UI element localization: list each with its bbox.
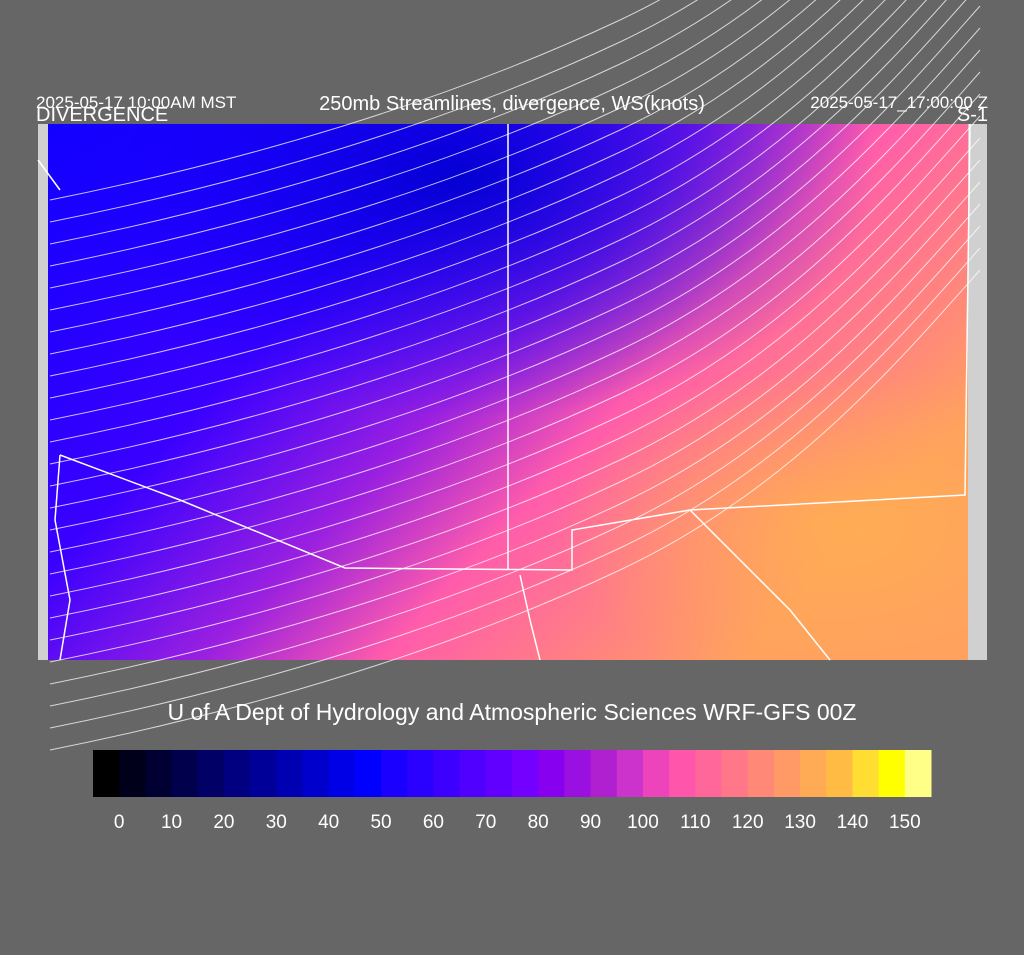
colorbar-cell [512, 750, 539, 797]
colorbar-cell [250, 750, 277, 797]
colorbar-cell [223, 750, 251, 797]
streamline [49, 0, 661, 201]
streamline [49, 27, 981, 509]
streamline [49, 71, 981, 553]
streamline [49, 203, 981, 685]
streamline [49, 5, 981, 487]
colorbar-cell [852, 750, 880, 797]
streamline [49, 0, 791, 289]
colorbar-cell [433, 750, 461, 797]
colorbar-tick-label: 110 [680, 812, 710, 833]
streamlines [49, 0, 981, 751]
streamline [49, 115, 981, 597]
streamline [49, 137, 981, 619]
streamline [49, 269, 981, 751]
streamline [49, 0, 732, 245]
colorbar-cell [407, 750, 434, 797]
colorbar-cell [171, 750, 199, 797]
colorbar-tick-label: 90 [580, 812, 601, 833]
colorbar-tick-label: 20 [213, 812, 234, 833]
colorbar-cell [826, 750, 853, 797]
colorbar-tick-label: 150 [889, 812, 921, 833]
streamline [49, 0, 864, 355]
streamline [49, 159, 981, 641]
colorbar-cell [904, 750, 932, 797]
colorbar-cell [302, 750, 330, 797]
colorbar-cell [328, 750, 356, 797]
streamline [49, 49, 981, 531]
colorbar-tick-label: 10 [161, 812, 182, 833]
colorbar-cell [747, 750, 775, 797]
borders [37, 123, 971, 661]
field-label: DIVERGENCE [36, 104, 168, 126]
colorbar-tick-label: 120 [732, 812, 764, 833]
colorbar-cell [119, 750, 146, 797]
colorbar: 0 10 20 30 40 50 60 70 80 90 100 110 120 130 140 150 [93, 750, 932, 833]
colorbar-tick-label: 50 [370, 812, 391, 833]
streamline [49, 0, 699, 223]
colorbar-tick-label: 70 [475, 812, 496, 833]
colorbar-tick-label: 60 [423, 812, 444, 833]
colorbar-tick-label: 100 [627, 812, 659, 833]
colorbar-cell [616, 750, 644, 797]
colorbar-tick-label: 0 [114, 812, 125, 833]
utc-time: 2025-05-17_17:00:00 Z [810, 93, 988, 112]
colorbar-cell [669, 750, 696, 797]
colorbar-cell [276, 750, 303, 797]
colorbar-cell [800, 750, 827, 797]
colorbar-cell [197, 750, 225, 797]
run-label: S-1 [957, 104, 988, 126]
streamline [49, 0, 907, 399]
colorbar-tick-label: 40 [318, 812, 339, 833]
streamline [49, 0, 928, 421]
colorbar-cell [721, 750, 749, 797]
streamline [49, 0, 967, 465]
colorbar-cell [773, 750, 801, 797]
colorbar-tick-label: 80 [528, 812, 549, 833]
streamline [49, 0, 947, 443]
streamline [49, 247, 981, 729]
colorbar-cell [590, 750, 618, 797]
streamline [49, 93, 981, 575]
colorbar-tick-label: 140 [837, 812, 869, 833]
streamline [49, 0, 817, 311]
map-title: 250mb Streamlines, divergence, WS(knots) [319, 93, 705, 115]
colorbar-cell [564, 750, 592, 797]
colorbar-cell [642, 750, 670, 797]
streamline [49, 0, 763, 267]
colorbar-cell [145, 750, 173, 797]
colorbar-cell [93, 750, 120, 797]
colorbar-cell [485, 750, 513, 797]
streamline [49, 225, 981, 707]
colorbar-tick-label: 30 [266, 812, 287, 833]
colorbar-cell [538, 750, 565, 797]
colorbar-cell [878, 750, 906, 797]
map [37, 0, 987, 751]
colorbar-tick-label: 130 [784, 812, 816, 833]
credit: U of A Dept of Hydrology and Atmospheric… [167, 699, 856, 725]
streamline [49, 0, 841, 333]
colorbar-cell [695, 750, 722, 797]
streamline [49, 181, 981, 663]
colorbar-cell [459, 750, 487, 797]
streamline [49, 0, 886, 377]
local-time: 2025-05-17 10:00AM MST [36, 93, 236, 112]
colorbar-cell [354, 750, 382, 797]
colorbar-cell [381, 750, 408, 797]
